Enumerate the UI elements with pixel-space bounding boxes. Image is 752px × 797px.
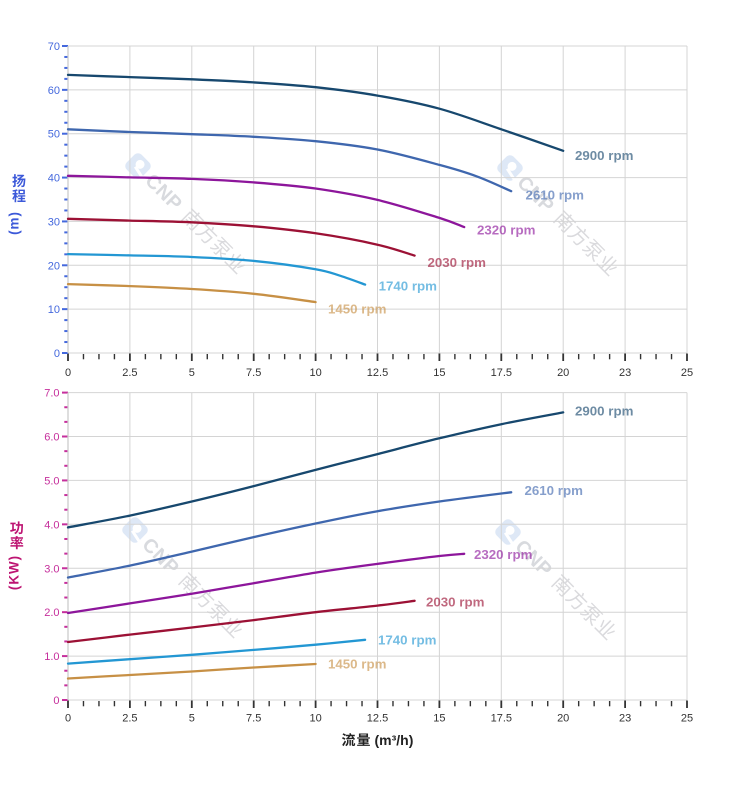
svg-text:17.5: 17.5 (491, 367, 512, 379)
svg-text:(m³/h): (m³/h) (375, 732, 414, 748)
svg-text:12.5: 12.5 (367, 367, 388, 379)
svg-text:15: 15 (433, 713, 445, 725)
svg-text:10: 10 (48, 304, 60, 316)
svg-text:0: 0 (53, 695, 59, 707)
svg-text:20: 20 (557, 713, 569, 725)
svg-text:4.0: 4.0 (44, 519, 59, 531)
svg-text:2320 rpm: 2320 rpm (477, 223, 535, 238)
svg-text:30: 30 (48, 216, 60, 228)
svg-text:10: 10 (309, 367, 321, 379)
svg-text:5: 5 (189, 713, 195, 725)
svg-text:20: 20 (48, 260, 60, 272)
svg-text:50: 50 (48, 129, 60, 141)
svg-text:12.5: 12.5 (367, 713, 388, 725)
svg-text:23: 23 (619, 367, 631, 379)
svg-text:5.0: 5.0 (44, 475, 59, 487)
svg-text:0: 0 (65, 367, 71, 379)
svg-text:1740 rpm: 1740 rpm (379, 279, 437, 294)
svg-text:1450 rpm: 1450 rpm (328, 302, 386, 317)
svg-text:3.0: 3.0 (44, 563, 59, 575)
svg-text:0: 0 (54, 348, 60, 360)
svg-text:1.0: 1.0 (44, 651, 59, 663)
svg-text:2900 rpm: 2900 rpm (575, 404, 633, 419)
svg-text:2.5: 2.5 (122, 713, 137, 725)
svg-text:40: 40 (48, 173, 60, 185)
svg-text:(m): (m) (7, 211, 22, 235)
svg-text:2320 rpm: 2320 rpm (474, 547, 532, 562)
svg-text:60: 60 (48, 85, 60, 97)
svg-text:2030 rpm: 2030 rpm (428, 255, 486, 270)
svg-text:2900 rpm: 2900 rpm (575, 148, 633, 163)
svg-text:1740 rpm: 1740 rpm (378, 633, 436, 648)
svg-text:20: 20 (557, 367, 569, 379)
svg-text:10: 10 (309, 713, 321, 725)
svg-text:25: 25 (681, 367, 693, 379)
svg-text:7.0: 7.0 (44, 388, 59, 400)
svg-text:70: 70 (48, 41, 60, 53)
svg-text:2610 rpm: 2610 rpm (526, 188, 584, 203)
svg-text:6.0: 6.0 (44, 432, 59, 444)
svg-text:5: 5 (189, 367, 195, 379)
svg-text:7.5: 7.5 (246, 713, 261, 725)
svg-text:2610 rpm: 2610 rpm (525, 483, 583, 498)
svg-text:25: 25 (681, 713, 693, 725)
svg-text:7.5: 7.5 (246, 367, 261, 379)
svg-text:2.5: 2.5 (122, 367, 137, 379)
svg-text:15: 15 (433, 367, 445, 379)
svg-text:1450 rpm: 1450 rpm (328, 657, 386, 672)
svg-text:(KW): (KW) (7, 555, 22, 590)
svg-text:2.0: 2.0 (44, 607, 59, 619)
svg-text:17.5: 17.5 (491, 713, 512, 725)
svg-text:0: 0 (65, 713, 71, 725)
svg-text:23: 23 (619, 713, 631, 725)
svg-text:2030 rpm: 2030 rpm (426, 595, 484, 610)
